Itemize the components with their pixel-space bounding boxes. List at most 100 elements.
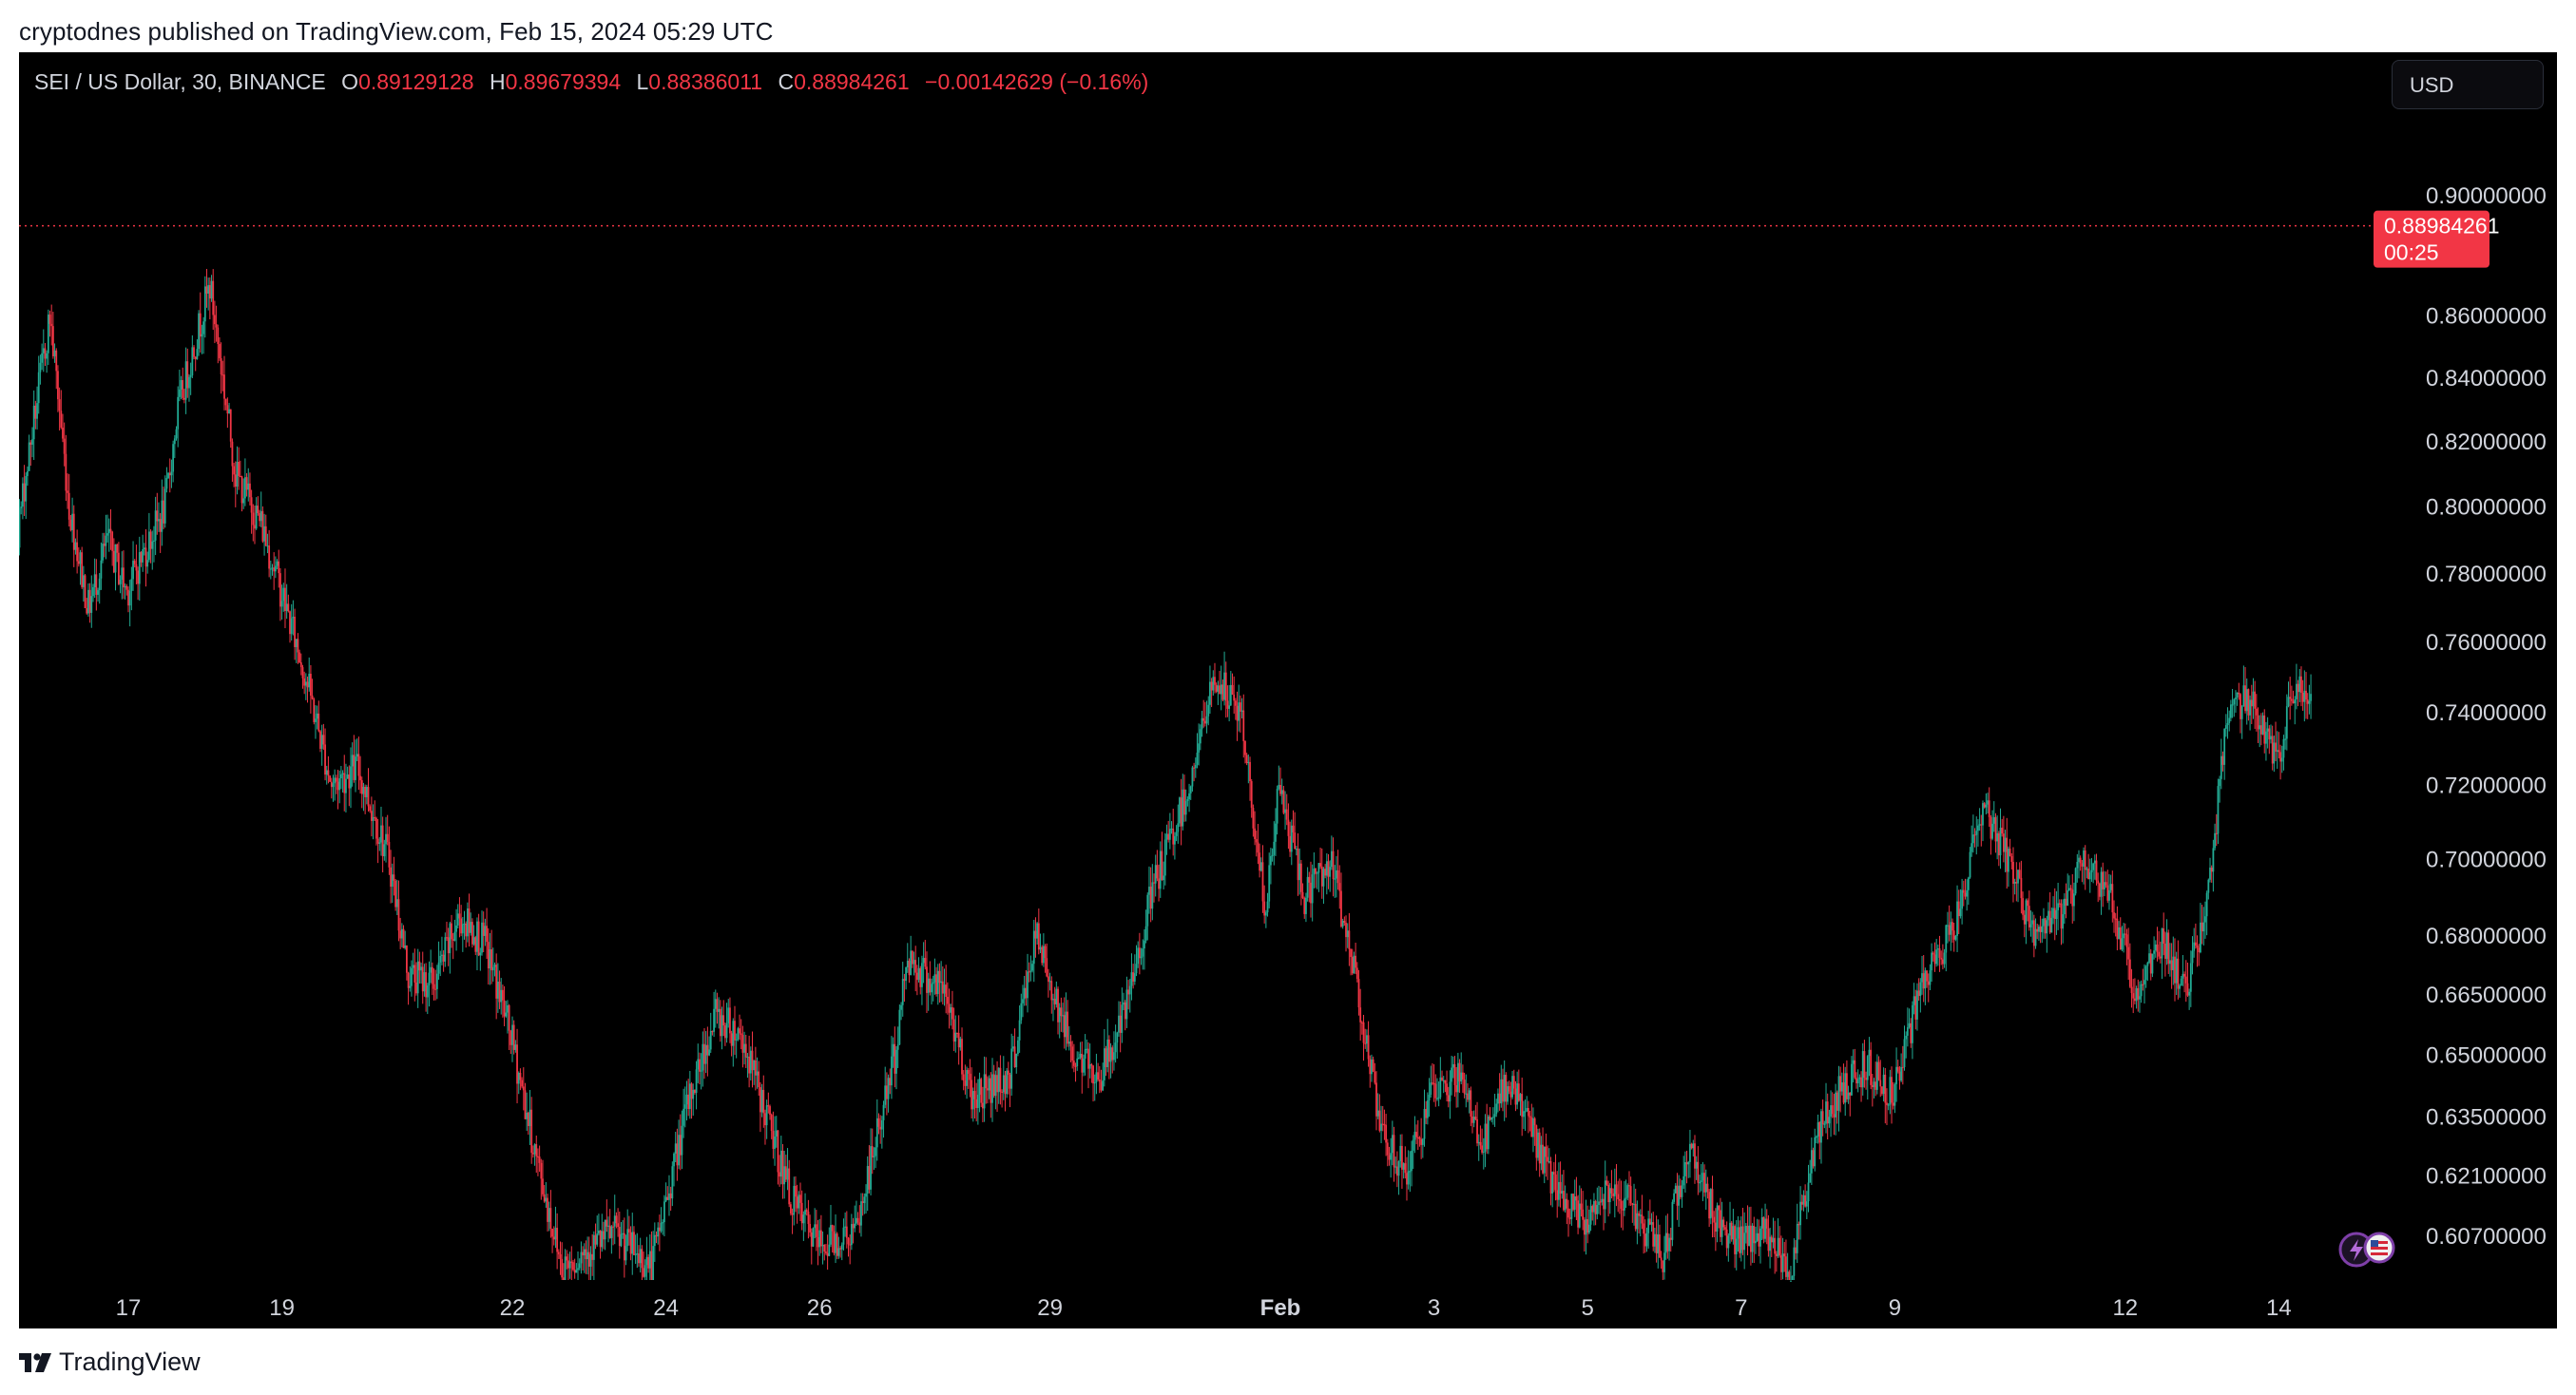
candle-body (1724, 1227, 1726, 1230)
candle-body (514, 1044, 517, 1050)
candle-body (2043, 918, 2045, 927)
candle-body (1952, 930, 1955, 940)
candle-body (1881, 1086, 1883, 1095)
candle-body (268, 545, 271, 569)
candle-body (1124, 1002, 1126, 1020)
candle-body (526, 1112, 529, 1119)
candle-body (607, 1225, 609, 1227)
candle-body (1375, 1082, 1377, 1117)
indicator-badges[interactable] (2338, 1232, 2395, 1268)
candle-body (1629, 1186, 1632, 1204)
candle-body (530, 1109, 533, 1154)
time-tick-label: 26 (807, 1295, 833, 1321)
candle-body (193, 347, 195, 357)
candle-body (1341, 920, 1344, 927)
candle-body (1156, 865, 1159, 879)
candle-body (242, 498, 245, 504)
candle-body (409, 985, 412, 988)
candle-body (1055, 988, 1058, 1004)
currency-button[interactable]: USD (2392, 60, 2544, 109)
symbol-name[interactable]: SEI / US Dollar, 30, BINANCE (34, 69, 326, 94)
candle-body (1090, 1064, 1093, 1066)
candle-body (481, 922, 483, 953)
candle-body (647, 1256, 649, 1269)
candlestick-chart[interactable]: 0.90000000 0.86000000 0.84000000 0.82000000… (19, 52, 2557, 1328)
candle-body (741, 1035, 744, 1053)
candle-body (1493, 1114, 1496, 1118)
candle-body (1167, 833, 1170, 840)
candle-body (1022, 999, 1024, 1003)
candle-body (679, 1135, 682, 1156)
candle-body (952, 1019, 955, 1042)
candle-body (36, 403, 38, 419)
candle-body (58, 399, 61, 411)
candle-body (280, 601, 283, 607)
candle-body (249, 483, 251, 498)
candle-body (552, 1236, 555, 1240)
candle-body (1484, 1123, 1487, 1152)
candle-body (1764, 1218, 1766, 1239)
candle-body (1983, 803, 1986, 808)
candle-body (2236, 692, 2239, 698)
candle-body (537, 1156, 539, 1158)
candle-body (1638, 1213, 1640, 1216)
candle-body (470, 922, 472, 933)
candle-body (1730, 1222, 1733, 1240)
candle-body (320, 735, 323, 749)
candle-body (639, 1249, 642, 1264)
candle-body (1175, 831, 1178, 836)
candle-body (1303, 897, 1306, 914)
candle-body (118, 552, 120, 584)
candle-body (1189, 786, 1192, 793)
candle-body (2114, 918, 2117, 920)
candle-body (1927, 981, 1930, 985)
candle-body (231, 441, 234, 467)
candle-body (1148, 887, 1150, 895)
candle-body (702, 1043, 704, 1071)
candle-body (1810, 1150, 1813, 1174)
candle-body (991, 1074, 993, 1103)
candle-body (1044, 946, 1047, 959)
open-value: 0.89129128 (358, 69, 474, 94)
candle-body (856, 1217, 859, 1223)
price-tick-label: 0.80000000 (2426, 494, 2547, 520)
candle-body (836, 1233, 838, 1256)
candle-body (1545, 1146, 1548, 1157)
candle-body (273, 567, 276, 572)
price-tick-label: 0.65000000 (2426, 1043, 2547, 1069)
chart-panel[interactable]: 0.90000000 0.86000000 0.84000000 0.82000000… (19, 52, 2557, 1328)
candle-body (2221, 755, 2224, 765)
candle-body (2006, 837, 2009, 872)
candle-body (877, 1118, 880, 1127)
candle-body (508, 1004, 510, 1031)
candle-body (471, 922, 473, 945)
candle-body (703, 1043, 705, 1064)
candle-body (2050, 917, 2053, 933)
candle-body (1852, 1060, 1855, 1064)
candle-body (431, 966, 433, 984)
candle-body (1276, 789, 1278, 824)
candle-body (2038, 927, 2040, 932)
candle-body (1036, 923, 1039, 939)
candle-body (1067, 1011, 1069, 1044)
candle-body (1537, 1132, 1539, 1158)
candle-body (1001, 1091, 1003, 1093)
candle-body (823, 1244, 826, 1252)
time-tick-label: 19 (269, 1295, 295, 1321)
candle-body (1170, 828, 1173, 831)
candle-body (606, 1219, 608, 1227)
candle-body (982, 1102, 984, 1109)
price-tick-label: 0.66500000 (2426, 983, 2547, 1008)
candle-body (1153, 882, 1155, 884)
candle-body (1294, 832, 1297, 850)
candle-body (2132, 993, 2135, 999)
candle-body (601, 1231, 604, 1248)
candle-body (636, 1252, 639, 1255)
candle-body (971, 1091, 974, 1110)
candle-body (1474, 1117, 1477, 1119)
candle-body (1967, 877, 1970, 890)
candle-body (55, 350, 58, 372)
tradingview-brand[interactable]: TradingView (19, 1347, 201, 1377)
candle-body (1524, 1111, 1527, 1113)
candle-body (112, 550, 115, 573)
